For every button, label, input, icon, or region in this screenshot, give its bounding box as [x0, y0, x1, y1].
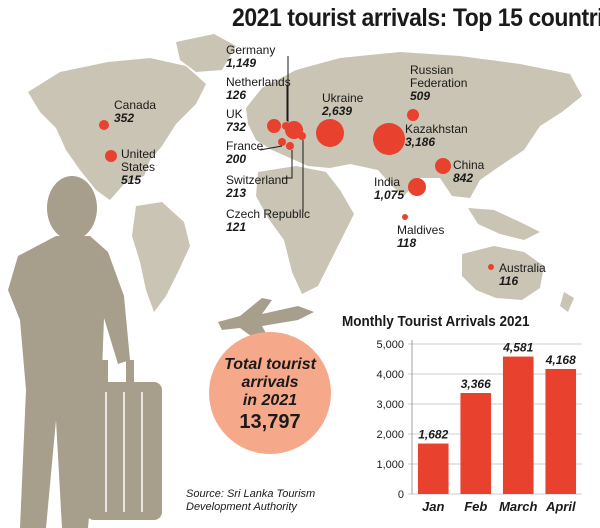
y-tick-label: 1,000	[376, 459, 404, 471]
y-tick-label: 2,000	[376, 429, 404, 441]
bubble-czech-republic	[298, 132, 306, 140]
traveler-body	[8, 236, 130, 528]
suitcase-ribs	[105, 392, 143, 512]
label-kazakhstan: Kazakhstan 3,186	[405, 122, 468, 149]
bubble-kazakhstan	[373, 123, 405, 155]
landmass-north-america	[28, 58, 206, 200]
landmass-eurasia	[246, 52, 582, 198]
bar	[502, 356, 534, 494]
bubble-united-states	[105, 150, 117, 162]
label-czech-republic: Czech Republic 121	[226, 207, 311, 234]
bubble-netherlands	[282, 122, 290, 130]
label-united-states: United States 515	[121, 147, 156, 187]
label-netherlands: Netherlands 126	[226, 75, 291, 102]
world-map	[28, 34, 582, 312]
x-tick-label: March	[499, 499, 537, 514]
y-tick-label: 4,000	[376, 369, 404, 381]
x-tick-label: Jan	[422, 499, 444, 514]
bar-value-label: 3,366	[461, 377, 491, 391]
label-canada: Canada 352	[114, 98, 157, 125]
leader-switzerland	[282, 150, 293, 179]
airplane-icon	[218, 298, 314, 344]
page-title: 2021 tourist arrivals: Top 15 countries	[232, 4, 600, 32]
total-line-1: Total tourist	[224, 356, 316, 373]
label-germany: Germany 1,149	[226, 43, 276, 70]
landmass-new-zealand	[560, 292, 574, 312]
bubble-switzerland	[286, 142, 294, 150]
country-bubbles	[99, 109, 494, 270]
chart-title: Monthly Tourist Arrivals 2021	[342, 313, 530, 330]
bubble-russian-federation	[407, 109, 419, 121]
label-india: India 1,075	[374, 175, 405, 202]
y-tick-label: 5,000	[376, 339, 404, 351]
label-australia: Australia 116	[499, 261, 546, 288]
bar	[460, 393, 492, 494]
total-line-3: in 2021	[242, 392, 298, 409]
leader-france	[259, 145, 283, 151]
landmass-south-america	[132, 202, 190, 312]
bubble-china	[435, 158, 451, 174]
label-uk: UK 732	[226, 107, 247, 134]
bubble-india	[408, 178, 426, 196]
bubble-france	[278, 138, 286, 146]
x-tick-label: Feb	[464, 499, 487, 514]
bar-value-label: 4,168	[545, 353, 576, 367]
total-value: 13,797	[239, 411, 301, 433]
monthly-bar-chart: 0 1,000 2,000 3,000 4,000 5,000 1,682 Jan 3,366 F…	[376, 339, 582, 514]
label-maldives: Maldives 118	[397, 223, 445, 250]
bubble-canada	[99, 120, 109, 130]
label-france: France 200	[226, 139, 264, 166]
total-arrivals-badge: Total tourist arrivals in 2021 13,797	[209, 332, 331, 454]
landmass-southeast-asia	[468, 208, 540, 240]
label-russian-federation: Russian Federation 509	[410, 63, 468, 103]
leader-lines	[259, 56, 304, 212]
bar	[545, 368, 577, 494]
source-note: Source: Sri Lanka Tourism Development Aut…	[186, 488, 316, 513]
bubble-ukraine	[316, 119, 344, 147]
bar	[417, 443, 449, 494]
traveler-head	[47, 176, 97, 240]
landmass-africa	[256, 166, 354, 294]
x-tick-label: April	[545, 499, 576, 514]
label-china: China 842	[453, 158, 485, 185]
y-tick-label: 0	[398, 489, 404, 501]
label-ukraine: Ukraine 2,639	[322, 91, 364, 118]
bar-value-label: 4,581	[502, 341, 533, 355]
landmass-greenland	[176, 34, 236, 72]
landmass-australia	[462, 246, 544, 300]
total-line-2: arrivals	[241, 374, 299, 391]
label-switzerland: Switzerland 213	[226, 173, 289, 200]
bubble-maldives	[402, 214, 408, 220]
bubble-australia	[488, 264, 494, 270]
y-tick-label: 3,000	[376, 399, 404, 411]
bar-value-label: 1,682	[418, 428, 448, 442]
bubble-uk	[267, 119, 281, 133]
